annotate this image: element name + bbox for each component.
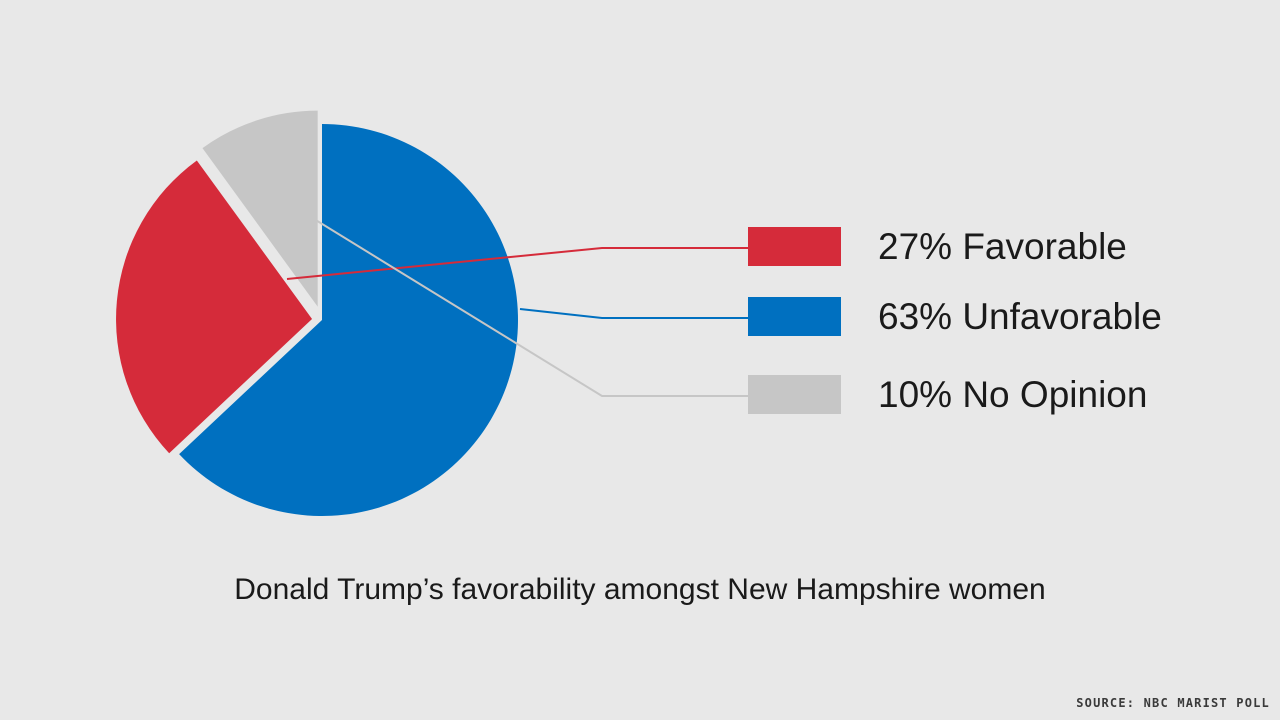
leader-line-unfavorable	[519, 308, 748, 319]
pie-slice-favorable	[116, 160, 313, 454]
legend-label-no-opinion: 10% No Opinion	[878, 374, 1147, 415]
chart-title: Donald Trump’s favorability amongst New …	[0, 573, 1280, 607]
legend-swatch-no-opinion	[748, 375, 841, 414]
pie-slices	[116, 110, 519, 516]
legend-swatch-favorable	[748, 227, 841, 266]
chart-title-text: Donald Trump’s favorability amongst New …	[234, 573, 1046, 606]
pie-slice-no-opinion	[202, 110, 318, 307]
leader-line-no-opinion	[274, 194, 748, 397]
legend-label-favorable: 27% Favorable	[878, 226, 1127, 267]
source-note: SOURCE: NBC MARIST POLL	[1076, 696, 1270, 710]
pie-slice-unfavorable	[179, 124, 519, 516]
legend-swatch-unfavorable	[748, 297, 841, 336]
leader-lines	[274, 194, 748, 397]
leader-line-favorable	[286, 247, 748, 280]
legend: 27% Favorable 63% Unfavorable 10% No Opini…	[748, 226, 1162, 415]
legend-label-unfavorable: 63% Unfavorable	[878, 296, 1162, 337]
